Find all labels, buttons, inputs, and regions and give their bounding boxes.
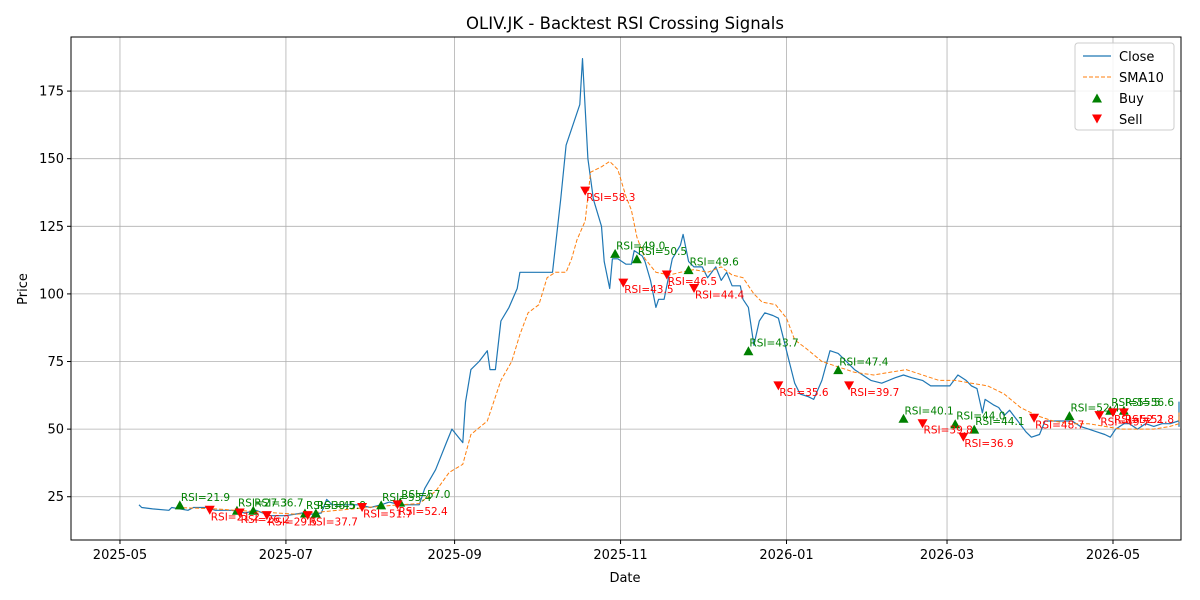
buy-marker [248,505,259,515]
buy-marker [1064,411,1075,421]
sell-marker [917,419,928,429]
legend: Close SMA10 Buy Sell [1074,42,1175,131]
buy-rsi-label: RSI=38.5 [306,500,355,512]
buy-marker [631,254,642,264]
legend-label: SMA10 [1119,71,1164,86]
sell-marker [234,508,245,518]
sell-rsi-label: RSI=39.7 [850,387,899,399]
buy-marker [683,265,694,275]
sell-rsi-label: RSI=36.9 [964,438,1013,450]
y-tick-label: 125 [39,220,64,235]
sell-rsi-label: RSI=21.2 [211,511,260,523]
plot-frame [70,36,1182,541]
buy-rsi-label: RSI=43.7 [749,338,798,350]
buy-rsi-label: RSI=49.0 [616,240,665,252]
sma10-line [177,160,1180,515]
x-tick-label: 2026-03 [920,548,974,563]
sell-rsi-label: RSI=48.7 [1035,419,1084,431]
y-tick-label: 150 [39,152,64,167]
y-tick-label: 25 [47,490,64,505]
buy-marker [310,508,321,518]
buy-marker [969,424,980,434]
legend-sell-swatch [1092,114,1102,124]
x-axis-label: Date [609,571,640,586]
sell-marker [357,503,368,513]
sell-rsi-label: RSI=35.6 [779,387,829,399]
sell-marker [302,511,313,521]
sell-marker [261,511,272,521]
sell-rsi-label: RSI=51.8 [1125,414,1174,426]
sell-rsi-label: RSI=52.2 [1114,414,1163,426]
sell-marker [661,270,672,280]
sell-marker [1107,408,1118,418]
sell-rsi-label: RSI=58.3 [586,192,635,204]
sell-rsi-label: RSI=29.5 [268,517,317,529]
y-tick-label: 75 [47,355,64,370]
y-tick-label: 100 [39,287,64,302]
sell-rsi-label: RSI=51.7 [363,509,412,521]
sell-marker [958,432,969,442]
buy-marker [898,413,909,423]
buy-marker [376,500,387,510]
y-axis-label: Price [16,273,31,305]
sell-rsi-label: RSI=43.5 [624,284,673,296]
buy-rsi-label: RSI=57.0 [401,489,450,501]
x-tick-label: 2025-07 [259,548,313,563]
buy-rsi-label: RSI=56.6 [1125,397,1175,409]
buy-rsi-label: RSI=55.5 [1111,397,1160,409]
sell-marker [689,284,700,293]
legend-label: Close [1119,50,1154,65]
series-layer [138,58,1180,517]
buy-rsi-label: RSI=47.4 [839,357,889,369]
legend-label: Sell [1119,113,1142,128]
sell-rsi-label: RSI=37.7 [309,517,358,529]
sell-marker [773,381,784,391]
buy-marker [950,419,961,429]
y-tick-label: 175 [39,85,64,100]
buy-rsi-label: RSI=44.0 [956,411,1005,423]
buy-marker [174,500,185,510]
sell-marker [844,381,855,391]
sell-marker [1094,411,1105,421]
buy-rsi-label: RSI=27.3 [238,497,287,509]
sell-marker [392,500,403,510]
buy-rsi-label: RSI=21.9 [181,492,230,504]
legend-buy-swatch [1092,93,1102,103]
buy-marker [833,365,844,375]
x-tick-label: 2025-05 [93,548,147,563]
sell-rsi-label: RSI=46.5 [668,276,717,288]
buy-marker [743,346,754,356]
x-tick-label: 2025-11 [593,548,647,563]
buy-rsi-label: RSI=36.7 [254,497,303,509]
buy-rsi-label: RSI=50.5 [638,246,687,258]
sell-marker [580,186,591,196]
sell-rsi-label: RSI=44.4 [695,290,745,302]
buy-marker [610,248,621,258]
x-tick-label: 2026-01 [759,548,813,563]
grid [71,37,1181,540]
x-tick-label: 2025-09 [427,548,481,563]
x-tick-label: 2026-05 [1086,548,1140,563]
sell-rsi-label: RSI=52.4 [398,506,448,518]
sell-marker [1029,413,1040,423]
sell-marker [204,505,215,515]
sell-rsi-label: RSI=26.2 [241,514,290,526]
chart-title: OLIV.JK - Backtest RSI Crossing Signals [466,14,784,33]
legend-label: Buy [1119,92,1144,107]
sell-marker [1118,408,1129,418]
buy-rsi-label: RSI=44.1 [975,416,1024,428]
axis-ticks: 25 50 75 100 125 150 175 2025-05 2025-07 2025-09 2… [39,85,1140,563]
y-tick-label: 50 [47,423,64,438]
sell-marker [618,278,629,288]
buy-rsi-label: RSI=40.1 [905,405,954,417]
buy-rsi-label: RSI=49.6 [690,257,740,269]
buy-rsi-label: RSI=45.9 [317,500,366,512]
legend-box [1074,42,1175,131]
sell-rsi-label: RSI=49.7 [1100,417,1149,429]
